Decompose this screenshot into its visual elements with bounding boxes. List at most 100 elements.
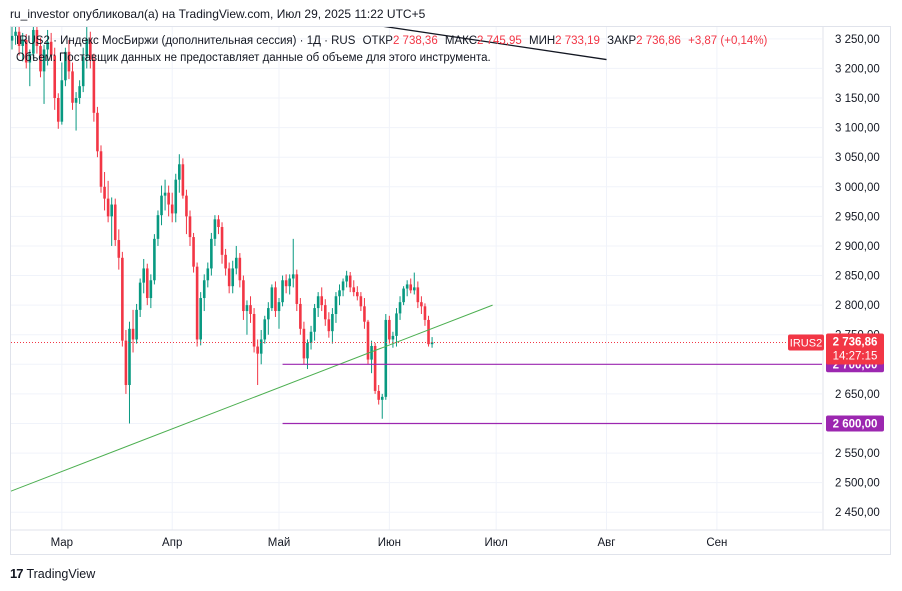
candle-body <box>89 38 92 60</box>
candle-body <box>56 98 60 122</box>
candle-body <box>163 192 167 196</box>
legend-open-label: ОТКР <box>362 35 393 47</box>
candle-body <box>398 302 402 314</box>
candle-body <box>416 287 420 303</box>
level-2600-tag <box>826 415 884 432</box>
candle-body <box>384 319 388 397</box>
candle-body <box>185 195 188 217</box>
candle-body <box>92 59 96 113</box>
symbol-tag <box>788 334 824 351</box>
candle-body <box>121 257 124 341</box>
candle-body <box>99 151 103 187</box>
legend-low-value: 2 733,19 <box>555 35 600 47</box>
legend-symbol[interactable]: IRUS2 <box>16 35 50 47</box>
candle-body <box>363 306 366 322</box>
candle-body <box>85 38 89 57</box>
candle-body <box>281 280 284 303</box>
candle-body <box>345 275 348 282</box>
candle-body <box>295 274 299 304</box>
candle-body <box>14 31 17 36</box>
candle-body <box>174 179 178 214</box>
candle-body <box>267 308 270 320</box>
plot-area <box>11 27 822 492</box>
legend-low-label: МИН <box>529 35 556 47</box>
candle-body <box>17 31 21 46</box>
candle-body <box>423 306 427 320</box>
candle-body <box>81 56 85 87</box>
candle-body <box>302 328 306 359</box>
legend-close-value: 2 736,86 <box>636 35 681 47</box>
candle-body <box>316 296 320 309</box>
candle-body <box>249 305 252 315</box>
candle-body <box>206 268 210 281</box>
candle-body <box>352 287 356 293</box>
candle-body <box>124 340 128 386</box>
candle-body <box>231 268 235 287</box>
candle-body <box>71 71 74 103</box>
volume-note: Объем: Поставщик данных не предоставляет… <box>16 52 491 64</box>
candle-body <box>388 319 391 340</box>
candle-body <box>39 45 42 72</box>
candle-body <box>409 284 413 291</box>
candle-body <box>113 204 117 241</box>
x-tick-label: Июн <box>378 537 401 549</box>
candle-body <box>391 335 395 340</box>
candle-body <box>331 314 334 332</box>
x-tick-label: Сен <box>706 537 727 549</box>
last-price-label: 2 736,86 <box>833 336 878 348</box>
candle-body <box>348 275 352 288</box>
candle-body <box>117 240 121 258</box>
y-tick-label: 2 550,00 <box>835 448 880 460</box>
candle-body <box>64 51 67 81</box>
candle-body <box>334 296 338 315</box>
legend-title: Индекс МосБиржи (дополнительная сессия) <box>60 35 297 47</box>
y-tick-label: 2 800,00 <box>835 300 880 312</box>
candle-body <box>178 164 181 180</box>
legend-exchange: RUS <box>331 35 356 47</box>
y-tick-label: 2 500,00 <box>835 478 880 490</box>
candle-body <box>256 346 259 354</box>
x-tick-label: Июл <box>484 537 507 549</box>
candle-body <box>170 204 174 214</box>
candle-body <box>188 216 192 238</box>
candle-body <box>291 274 295 279</box>
tradingview-logo[interactable]: 17 TradingView <box>10 566 95 581</box>
candle-body <box>259 339 263 354</box>
candle-body <box>138 282 142 310</box>
candle-body <box>192 237 195 267</box>
candle-body <box>405 284 409 289</box>
candle-body <box>195 266 199 340</box>
candle-body <box>128 328 131 386</box>
chart-legend[interactable]: IRUS2 · Индекс МосБиржи (дополнительная … <box>16 35 768 47</box>
candle-body <box>210 238 213 269</box>
level-2600-tag-label: 2 600,00 <box>833 418 878 430</box>
candle-body <box>377 390 380 400</box>
candle-body <box>21 40 24 46</box>
candle-body <box>28 53 32 63</box>
candle-body <box>313 308 316 332</box>
candle-body <box>323 305 327 320</box>
candle-body <box>430 342 434 345</box>
legend-high-value: 2 745,95 <box>477 35 522 47</box>
candle-body <box>153 238 156 281</box>
y-tick-label: 3 250,00 <box>835 34 880 46</box>
candle-body <box>395 313 398 336</box>
candle-body <box>224 254 227 269</box>
y-tick-label: 3 050,00 <box>835 152 880 164</box>
candle-body <box>181 164 185 196</box>
legend-change: +3,87 (+0,14%) <box>688 35 768 47</box>
y-tick-label: 3 150,00 <box>835 93 880 105</box>
tradingview-logo-icon: 17 <box>10 566 24 581</box>
legend-open-value: 2 738,36 <box>392 35 438 47</box>
candle-body <box>252 314 256 347</box>
candle-body <box>217 219 220 228</box>
candle-body <box>35 29 39 46</box>
candle-body <box>242 280 245 312</box>
candle-body <box>78 86 81 99</box>
candle-body <box>338 290 341 297</box>
candle-body <box>160 195 163 216</box>
candle-body <box>320 296 324 306</box>
candle-body <box>309 331 313 344</box>
publisher-line: ru_investor опубликовал(а) на TradingVie… <box>10 7 426 21</box>
